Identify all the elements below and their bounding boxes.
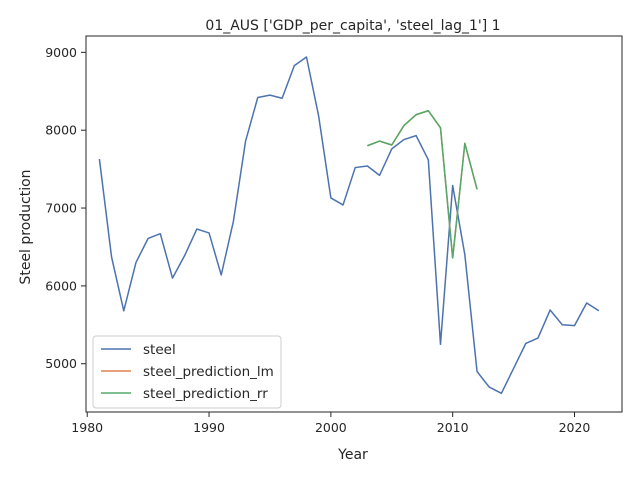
legend-label-steel: steel [143,342,176,358]
legend-label-steel-prediction-rr: steel_prediction_rr [143,386,268,402]
y-tick-label: 9000 [45,45,77,60]
x-tick-label: 2010 [437,420,469,435]
legend: steel steel_prediction_lm steel_predicti… [92,335,282,409]
series-line-steel-prediction-rr [367,109,478,259]
legend-label-steel-prediction-lm: steel_prediction_lm [143,364,274,380]
chart-title: 01_AUS ['GDP_per_capita', 'steel_lag_1']… [205,18,500,34]
legend-box [92,335,282,409]
plot-frame [85,35,623,413]
y-axis-ticks: 5000 6000 7000 8000 9000 [45,45,86,371]
x-tick-label: 1980 [71,420,103,435]
y-axis-label: Steel production [18,169,34,284]
y-tick-label: 6000 [45,278,77,293]
x-axis-ticks: 1980 1990 2000 2010 2020 [71,412,590,435]
series-layer [98,56,600,395]
y-tick-label: 8000 [45,123,77,138]
series-line-steel [98,56,600,395]
y-tick-label: 7000 [45,201,77,216]
x-tick-label: 2000 [315,420,347,435]
y-tick-label: 5000 [45,356,77,371]
x-tick-label: 1990 [193,420,225,435]
x-axis-label: Year [337,447,368,463]
x-tick-label: 2020 [559,420,591,435]
